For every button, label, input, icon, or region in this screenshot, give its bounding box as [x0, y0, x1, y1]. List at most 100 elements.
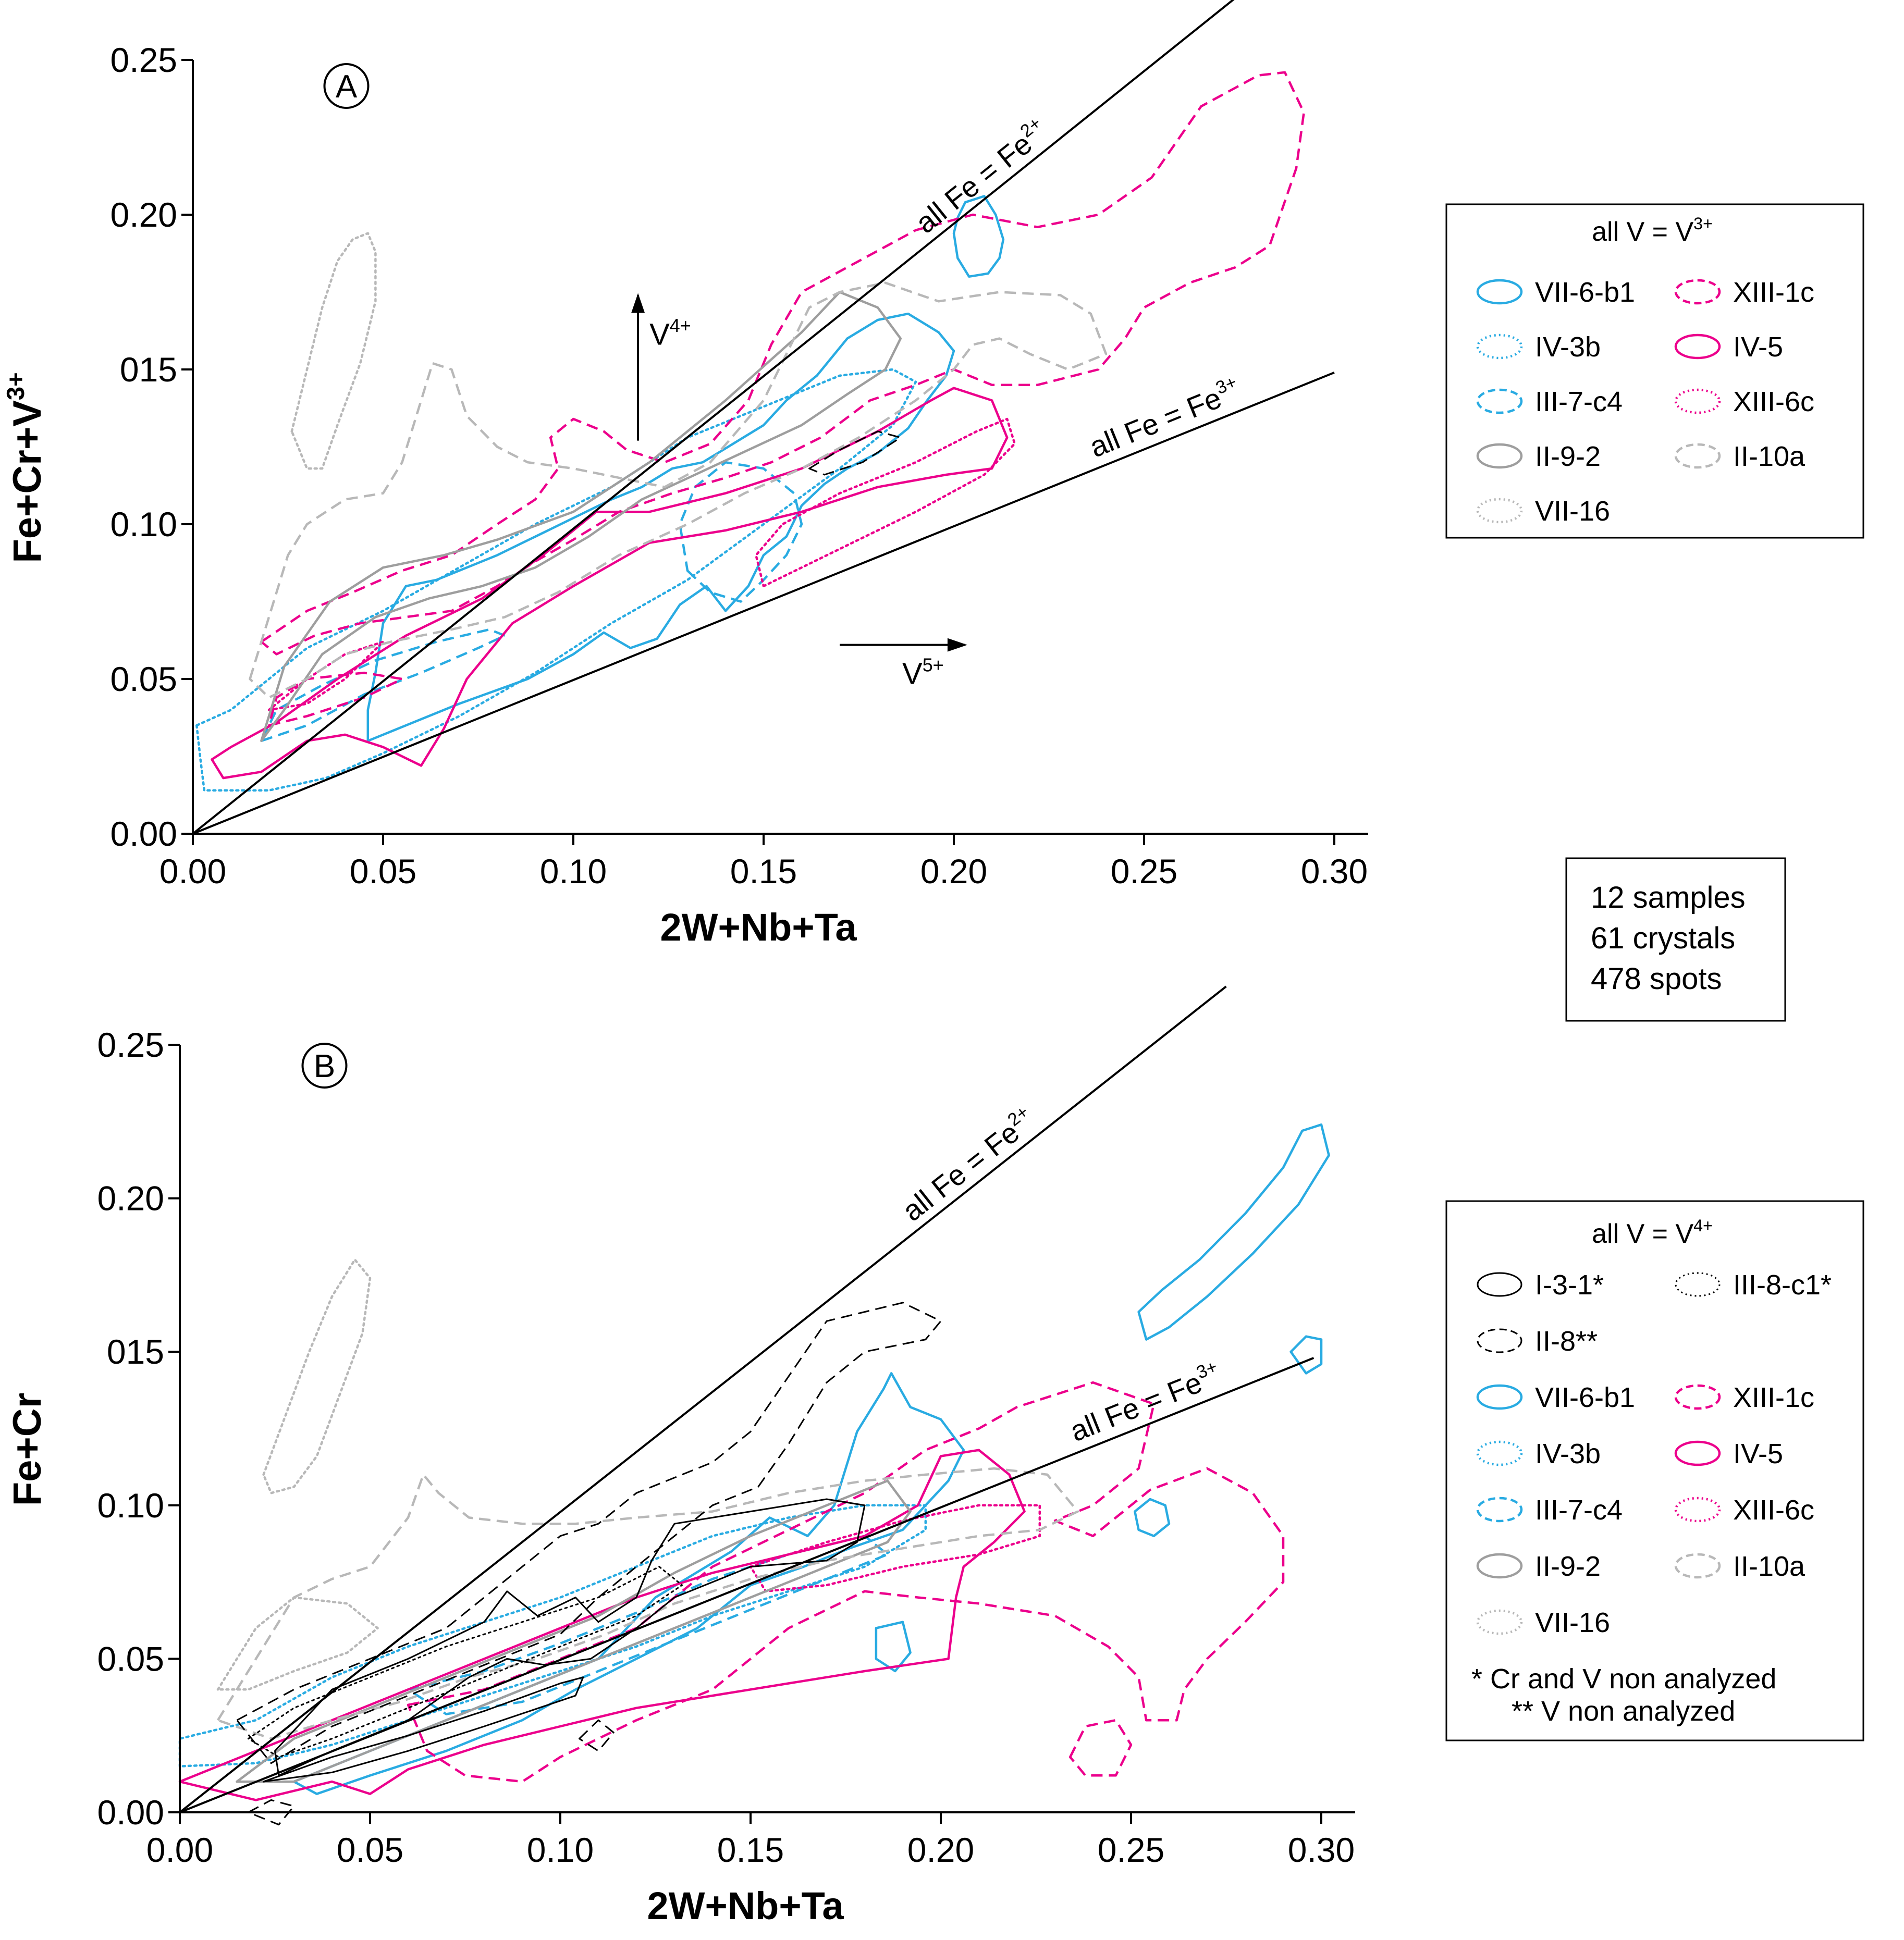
legend-swatch-XIII-1c [1674, 279, 1721, 305]
x-tick-label: 0.30 [1288, 1831, 1355, 1869]
reference-line-fe2 [192, 0, 1235, 835]
x-tick-label: 0.30 [1301, 852, 1368, 891]
contour-VII-6-b1-3 [292, 1372, 965, 1795]
info-box: 12 samples 61 crystals 478 spots [1565, 857, 1786, 1022]
legend-swatch-III-7-c4 [1476, 1497, 1523, 1523]
contour-VII-6-b1-1 [1289, 1335, 1323, 1375]
legend-swatch-II-9-2 [1476, 1553, 1523, 1579]
series-II-8** [236, 1302, 942, 1826]
reference-label-fe3-main: all Fe = Fe [1065, 1366, 1206, 1448]
legend-title-main: all V = V [1592, 1219, 1693, 1249]
contour-III-7-c4-0 [260, 628, 506, 743]
panel-label-circle [301, 1043, 348, 1089]
reference-line-fe2 [179, 985, 1227, 1813]
x-axis-title: 2W+Nb+Ta [660, 906, 857, 949]
legend-label: XIII-6c [1733, 386, 1814, 417]
series-III-7-c4 [407, 1535, 889, 1715]
legend-swatch-XIII-6c [1674, 1497, 1721, 1523]
legend-label: XIII-1c [1733, 277, 1814, 308]
legend-swatch-VII-6-b1 [1476, 1384, 1523, 1410]
contour-VII-16-1 [216, 1596, 379, 1691]
legend-label: VII-16 [1535, 1607, 1610, 1638]
series-XIII-1c [407, 1381, 1285, 1783]
legend-swatch-II-9-2 [1476, 443, 1523, 469]
x-tick-label: 0.05 [350, 852, 416, 891]
legend-label: XIII-6c [1733, 1494, 1814, 1526]
x-tick-label: 0.10 [527, 1831, 594, 1869]
legend-title-sup: 4+ [1693, 1216, 1713, 1235]
legend-label: IV-3b [1535, 331, 1601, 363]
legend-title-sup: 3+ [1693, 214, 1713, 233]
contour-I-3-1*-1 [263, 1676, 584, 1783]
legend-B: all V = V4+ I-3-1* III-8-c1* II-8** VII-6-b1… [1445, 1200, 1864, 1741]
series-IV-5 [178, 1449, 1026, 1801]
contour-IV-5-0 [211, 387, 1009, 780]
y-tick-label: 015 [107, 1332, 164, 1371]
contour-II-8**-2 [579, 1719, 615, 1752]
x-tick-label: 0.05 [337, 1831, 403, 1869]
legend-swatch-VII-16 [1476, 1609, 1523, 1635]
y-axis-title-sup: 3+ [2, 372, 29, 400]
legend-A: all V = V3+ VII-6-b1 XIII-1c IV-3b IV-5 III-7… [1445, 203, 1864, 539]
x-tick-label: 0.20 [920, 852, 987, 891]
legend-label: VII-6-b1 [1535, 277, 1635, 308]
legend-label: IV-3b [1535, 1438, 1601, 1469]
legend-swatch-IV-3b [1476, 333, 1523, 360]
legend-label: II-10a [1733, 441, 1805, 472]
x-tick-label: 0.25 [1098, 1831, 1164, 1869]
reference-label-fe3-main: all Fe = Fe [1085, 381, 1226, 464]
series-III-8-c1* [247, 1566, 683, 1758]
reference-label-fe2: all Fe = Fe2+ [895, 1102, 1042, 1228]
legend-swatch-XIII-1c [1674, 1384, 1721, 1410]
legend-swatch-IV-5 [1674, 333, 1721, 360]
x-tick-label: 0.15 [730, 852, 797, 891]
y-axis-title: Fe+Cr+V3+ [2, 372, 50, 563]
legend-label: II-9-2 [1535, 1551, 1601, 1582]
legend-box [1445, 1200, 1864, 1741]
arrow-label-4+-main: V [649, 317, 670, 351]
info-box-frame [1565, 857, 1786, 1022]
legend-swatch-III-8-c1* [1675, 1272, 1721, 1297]
contour-II-10a-0 [216, 1467, 1079, 1740]
series-VII-6-b1 [292, 1123, 1330, 1795]
info-box-line: 478 spots [1591, 962, 1722, 996]
contour-XIII-1c-0 [260, 71, 1305, 656]
legend-swatch-II-8** [1477, 1328, 1522, 1353]
contour-II-9-2-0 [236, 1479, 912, 1783]
legend-swatch-I-3-1* [1477, 1272, 1522, 1297]
legend-swatch-VII-16 [1476, 498, 1523, 524]
legend-label: III-7-c4 [1535, 386, 1623, 417]
series-XIII-1c [260, 71, 1305, 727]
contour-XIII-1c-1 [1068, 1719, 1133, 1777]
info-box-line: 12 samples [1591, 881, 1746, 915]
contour-III-7-c4-0 [407, 1535, 889, 1715]
x-tick-label: 0.00 [159, 852, 226, 891]
legend-box [1445, 203, 1864, 539]
series-I-3-1* [263, 1498, 866, 1783]
contour-VII-6-b1-0 [366, 312, 955, 743]
arrow-up-head [631, 293, 645, 313]
contour-VII-6-b1-2 [1134, 1498, 1171, 1537]
legend-title-main: all V = V [1592, 217, 1693, 247]
series-IV-5 [211, 387, 1009, 780]
contour-III-8-c1*-0 [247, 1566, 683, 1758]
series-II-9-2 [260, 291, 902, 743]
legend-swatch-XIII-6c [1674, 388, 1721, 414]
series-VII-16 [216, 1258, 379, 1691]
arrow-label-5+: V5+ [902, 654, 944, 690]
y-tick-label: 0.25 [97, 1025, 164, 1064]
series-II-10a [249, 281, 1108, 699]
series-VII-16 [290, 232, 377, 470]
panel-label-circle [323, 63, 370, 109]
contours-B [178, 1123, 1330, 1826]
legend-label: IV-5 [1733, 1438, 1783, 1469]
legend-note: * Cr and V non analyzed [1471, 1663, 1776, 1695]
series-VII-6-b1 [366, 195, 1005, 743]
arrow-label-5+-sup: 5+ [923, 654, 944, 675]
panel-label: B [314, 1048, 335, 1084]
y-tick-label: 015 [120, 350, 177, 389]
reference-label-fe2-main: all Fe = Fe [896, 1116, 1025, 1227]
reference-label-fe2: all Fe = Fe2+ [908, 113, 1054, 239]
